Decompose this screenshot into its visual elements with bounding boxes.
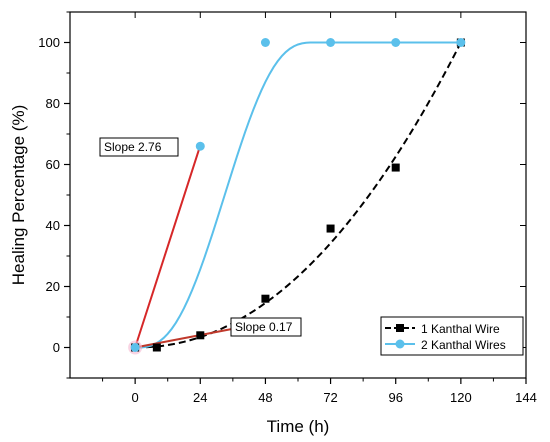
x-tick-label: 72 bbox=[323, 390, 337, 405]
fit-curve-series-2 bbox=[135, 41, 461, 349]
y-tick-label: 60 bbox=[46, 157, 60, 172]
y-tick-label: 20 bbox=[46, 279, 60, 294]
data-point-series-2 bbox=[260, 38, 270, 47]
fit-curve-series-1 bbox=[135, 42, 462, 349]
data-point-series-2 bbox=[130, 343, 140, 352]
y-tick-label: 80 bbox=[46, 96, 60, 111]
data-point-series-1 bbox=[391, 163, 400, 172]
legend-box bbox=[380, 316, 524, 356]
data-point-series-1 bbox=[152, 343, 161, 352]
x-tick-label: 48 bbox=[258, 390, 272, 405]
data-point-series-2 bbox=[326, 38, 336, 47]
data-point-series-1 bbox=[326, 224, 335, 233]
legend-marker-square bbox=[396, 324, 404, 332]
legend-label-series-1: 1 Kanthal Wire bbox=[421, 322, 500, 336]
annotation-slope-low: Slope 0.17 bbox=[230, 317, 302, 337]
data-point-series-2 bbox=[456, 38, 466, 47]
slope-line-2 bbox=[134, 325, 244, 349]
y-tick-label: 0 bbox=[53, 340, 60, 355]
y-axis-label: Healing Percentage (%) bbox=[9, 105, 28, 285]
y-tick-label: 40 bbox=[46, 218, 60, 233]
legend-item-series-1: 1 Kanthal Wire bbox=[385, 322, 500, 336]
x-tick-label: 0 bbox=[132, 390, 139, 405]
data-point-series-2 bbox=[391, 38, 401, 47]
data-point-series-2 bbox=[195, 141, 205, 151]
x-tick-label: 24 bbox=[193, 390, 207, 405]
data-point-series-1 bbox=[196, 331, 205, 340]
legend-label-series-2: 2 Kanthal Wires bbox=[421, 338, 506, 352]
legend-marker-circle bbox=[395, 339, 405, 349]
annotation-slope-low-label: Slope 0.17 bbox=[235, 320, 293, 334]
slope-line-1 bbox=[134, 145, 202, 348]
legend: 1 Kanthal Wire 2 Kanthal Wires bbox=[380, 316, 524, 356]
data-point-series-1 bbox=[261, 294, 270, 303]
annotation-slope-high: Slope 2.76 bbox=[99, 137, 179, 157]
legend-item-series-2: 2 Kanthal Wires bbox=[385, 338, 506, 352]
annotation-slope-high-label: Slope 2.76 bbox=[104, 140, 162, 154]
x-tick-label: 120 bbox=[450, 390, 472, 405]
x-axis-label: Time (h) bbox=[267, 417, 330, 436]
x-tick-label: 144 bbox=[515, 390, 537, 405]
y-tick-label: 100 bbox=[38, 35, 60, 50]
x-tick-label: 96 bbox=[388, 390, 402, 405]
